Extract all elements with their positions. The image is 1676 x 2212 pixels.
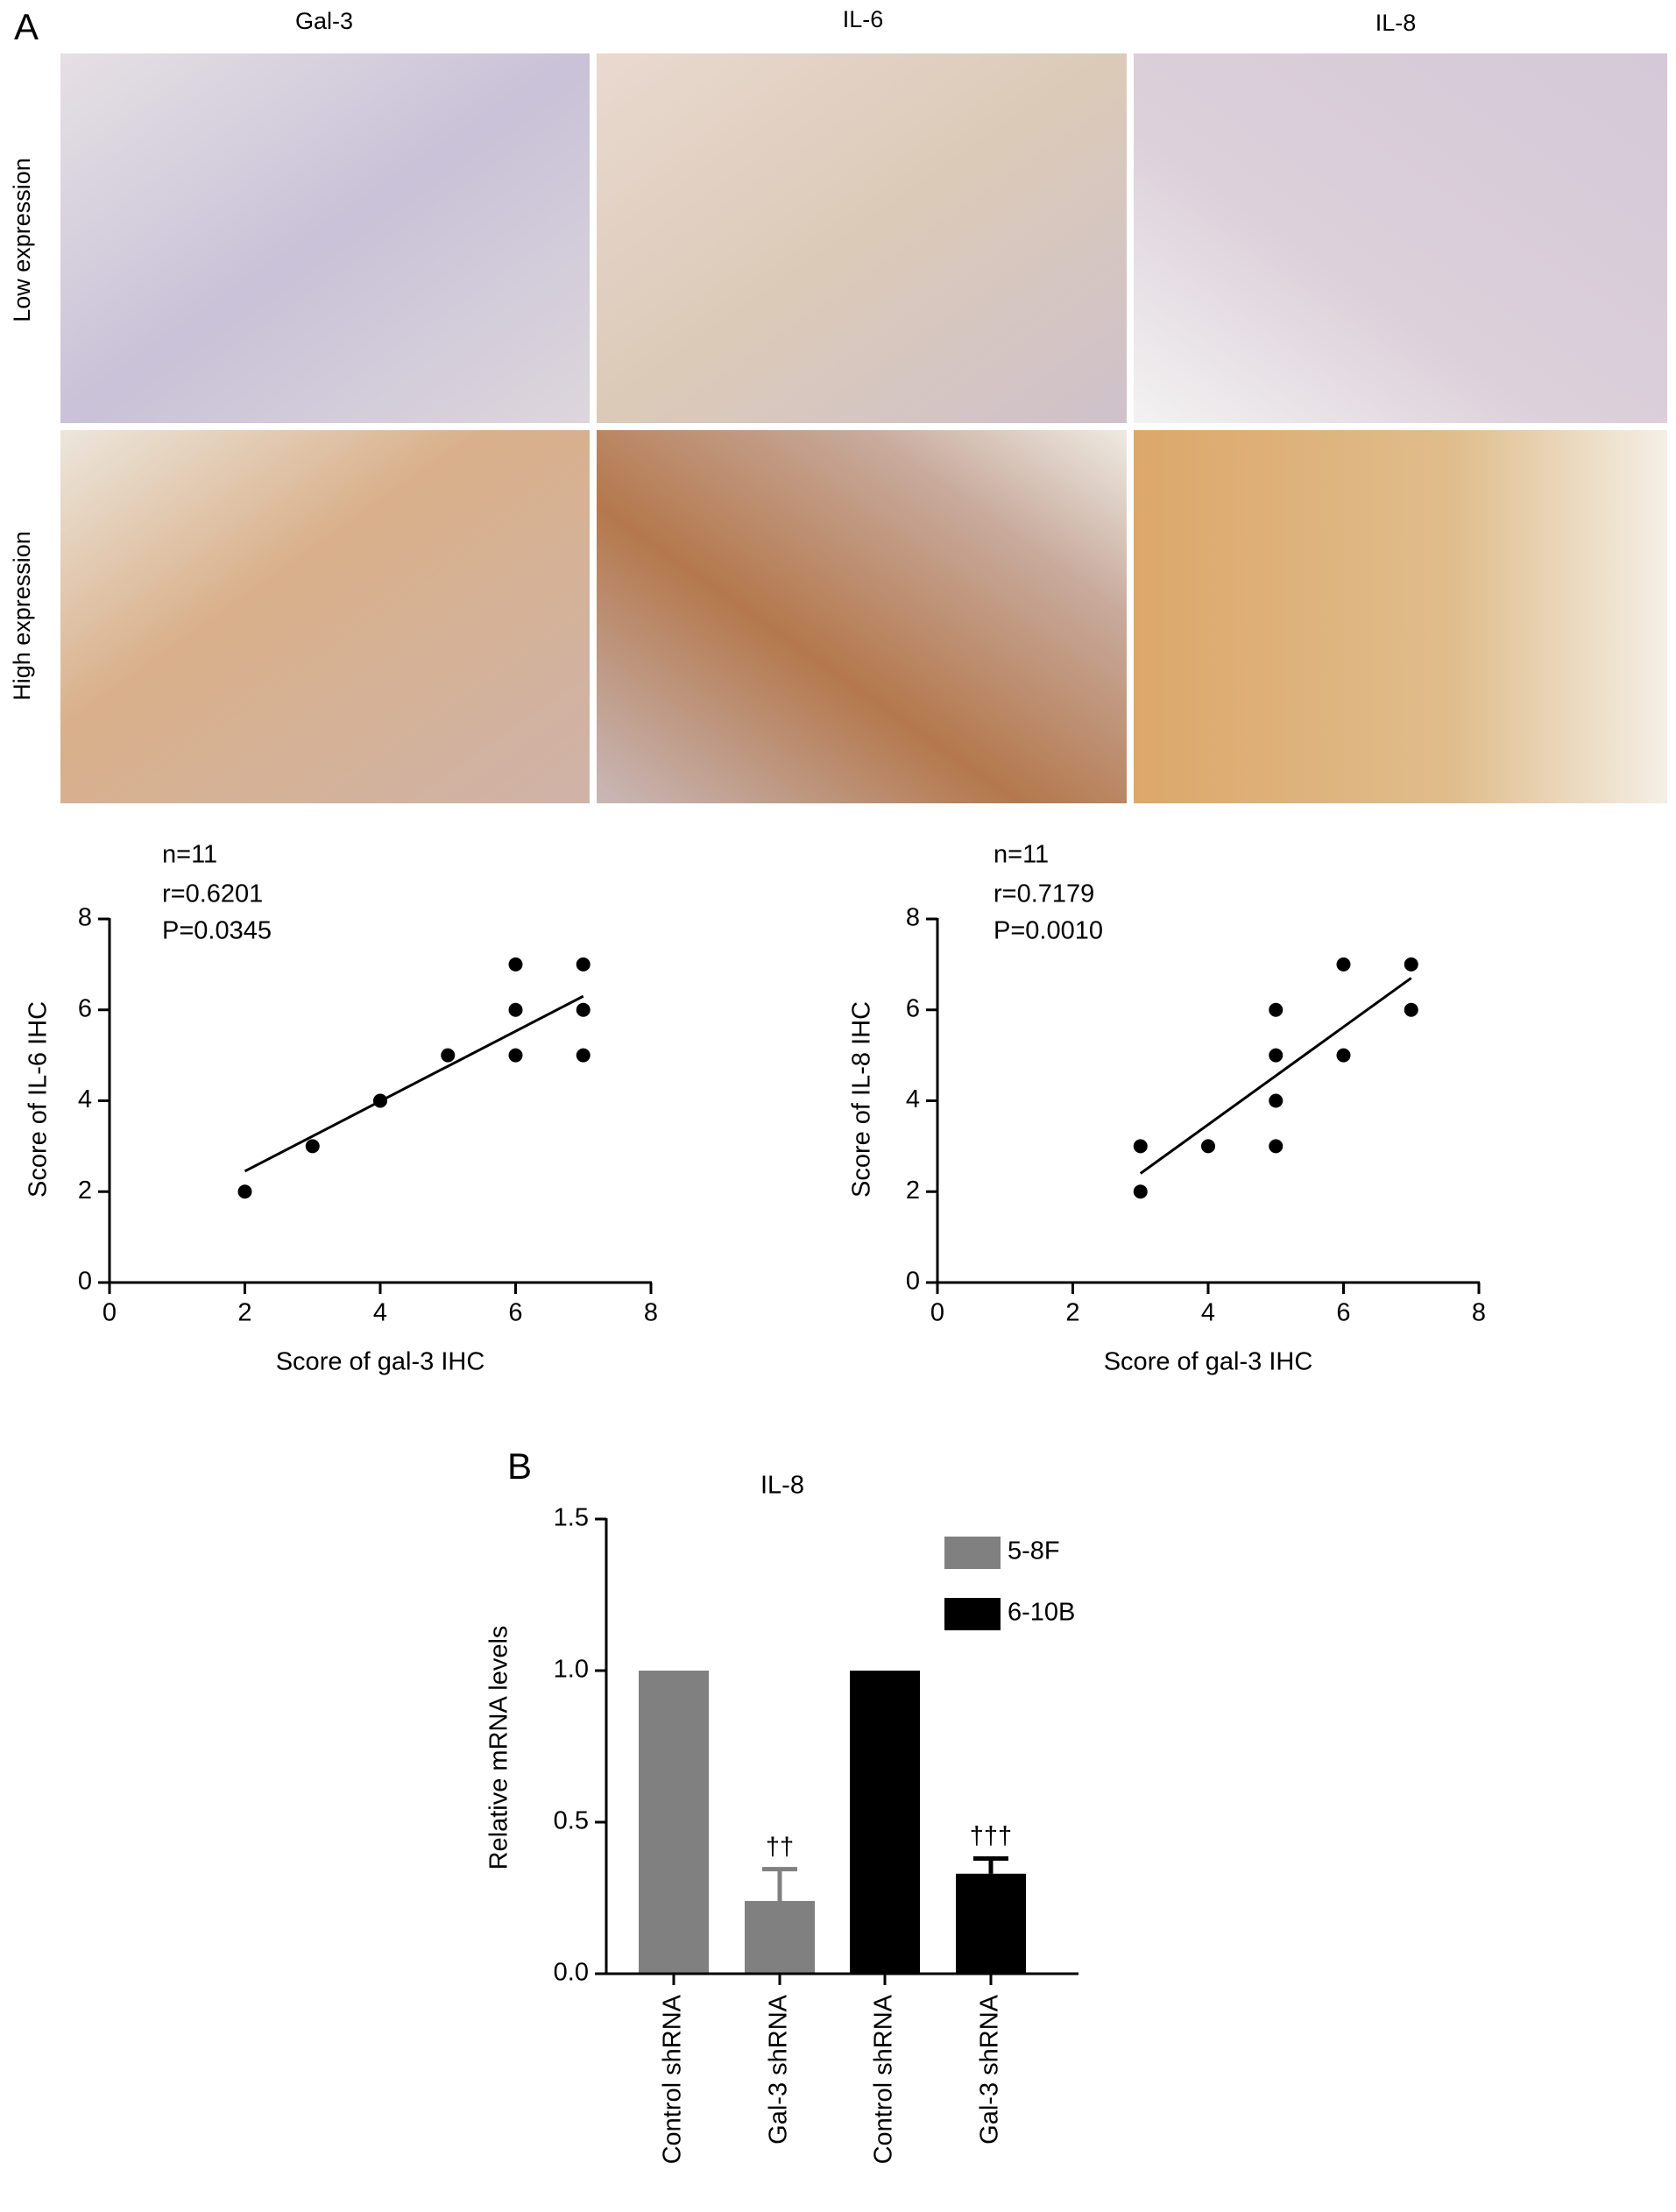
row-label: High expression xyxy=(9,531,35,701)
x-tick-label: Control shRNA xyxy=(659,1994,687,2164)
image-gal3-low xyxy=(60,53,590,423)
image-il6-high xyxy=(597,430,1127,803)
bar xyxy=(850,1671,920,1974)
x-tick-label: 6 xyxy=(1336,1299,1350,1327)
legend-label: 6-10B xyxy=(1008,1599,1075,1627)
y-axis-label: Relative mRNA levels xyxy=(485,1626,513,1870)
point xyxy=(1269,1048,1284,1063)
x-tick-label: 8 xyxy=(644,1299,658,1327)
y-tick-label: 0.5 xyxy=(554,1807,589,1835)
panel-label: A xyxy=(14,6,39,47)
column-label: IL-8 xyxy=(1375,10,1417,36)
x-tick-label: Gal-3 shRNA xyxy=(765,1994,793,2144)
annotation: n=11 xyxy=(162,841,217,869)
point xyxy=(373,1093,387,1108)
point xyxy=(1404,957,1418,972)
point xyxy=(576,957,590,972)
x-tick-label: 4 xyxy=(1201,1299,1215,1327)
point xyxy=(237,1184,252,1199)
image-il8-low xyxy=(1134,53,1667,423)
x-tick-label: 8 xyxy=(1472,1299,1486,1327)
point xyxy=(1336,957,1351,972)
significance-label: ††† xyxy=(970,1822,1012,1850)
significance-label: †† xyxy=(766,1833,794,1861)
image-gal3-high xyxy=(60,430,590,803)
y-tick-label: 4 xyxy=(906,1085,920,1113)
x-tick-label: 2 xyxy=(1065,1299,1079,1327)
legend-label: 5-8F xyxy=(1008,1537,1060,1565)
x-axis-label: Score of gal-3 IHC xyxy=(276,1348,485,1376)
chart-title: IL-8 xyxy=(760,1472,804,1500)
annotation: P=0.0010 xyxy=(994,917,1103,945)
point xyxy=(305,1139,320,1154)
y-axis-label: Score of IL-8 IHC xyxy=(848,1001,876,1198)
annotation: r=0.6201 xyxy=(162,880,263,908)
x-tick-label: 0 xyxy=(930,1299,944,1327)
legend-swatch xyxy=(944,1537,1001,1569)
y-tick-label: 0 xyxy=(78,1268,92,1296)
y-tick-label: 8 xyxy=(78,904,92,932)
y-axis-label: Score of IL-6 IHC xyxy=(25,1001,53,1198)
y-tick-label: 6 xyxy=(78,994,92,1022)
x-tick-label: Control shRNA xyxy=(870,1994,898,2164)
point xyxy=(508,957,523,972)
annotation: P=0.0345 xyxy=(162,917,272,945)
point xyxy=(1269,1139,1284,1154)
column-label: Gal-3 xyxy=(295,8,353,34)
y-tick-label: 2 xyxy=(906,1177,920,1205)
point xyxy=(441,1048,456,1063)
image-il6-low xyxy=(597,53,1127,423)
error-bar xyxy=(762,1867,797,1901)
histology-images xyxy=(60,53,1667,803)
x-tick-label: 4 xyxy=(373,1299,387,1327)
x-tick-label: 6 xyxy=(508,1299,522,1327)
annotation: r=0.7179 xyxy=(994,880,1094,908)
point xyxy=(508,1002,523,1017)
fit-line xyxy=(244,994,584,1173)
x-tick-label: Gal-3 shRNA xyxy=(976,1994,1004,2144)
point xyxy=(1133,1139,1148,1154)
y-tick-label: 8 xyxy=(906,904,920,932)
x-axis-label: Score of gal-3 IHC xyxy=(1104,1348,1313,1376)
y-tick-label: 0 xyxy=(906,1268,920,1296)
row-label: Low expression xyxy=(9,158,35,322)
point xyxy=(576,1048,590,1063)
annotation: n=11 xyxy=(994,841,1049,869)
x-tick-label: 0 xyxy=(103,1299,117,1327)
point xyxy=(1404,1002,1418,1017)
y-tick-label: 6 xyxy=(906,994,920,1022)
legend-swatch xyxy=(944,1598,1001,1630)
y-tick-label: 1.0 xyxy=(554,1656,589,1684)
point xyxy=(1336,1048,1351,1063)
fit-line xyxy=(1139,977,1412,1175)
y-tick-label: 0.0 xyxy=(554,1959,589,1987)
y-tick-label: 2 xyxy=(78,1177,92,1205)
y-tick-label: 1.5 xyxy=(554,1504,589,1532)
point xyxy=(1269,1002,1284,1017)
bar xyxy=(639,1671,709,1974)
image-il8-high xyxy=(1134,430,1667,803)
bar xyxy=(745,1900,815,1974)
panel-label: B xyxy=(507,1445,532,1487)
point xyxy=(1133,1184,1148,1199)
point xyxy=(576,1002,590,1017)
bar xyxy=(956,1873,1026,1974)
x-tick-label: 2 xyxy=(237,1299,251,1327)
point xyxy=(508,1048,523,1063)
column-label: IL-6 xyxy=(843,6,884,32)
point xyxy=(1269,1093,1284,1108)
y-tick-label: 4 xyxy=(78,1085,92,1113)
error-bar xyxy=(973,1856,1008,1874)
point xyxy=(1201,1139,1215,1154)
